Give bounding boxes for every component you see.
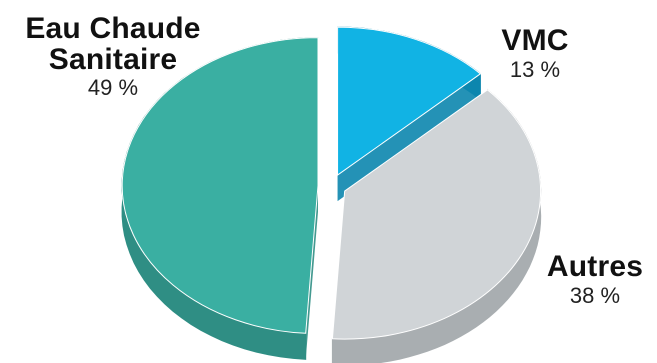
slice-name-line-2: Sanitaire (48, 42, 178, 76)
slice-vmc (337, 26, 482, 177)
slice-autres (331, 89, 542, 340)
slice-name: Autres (546, 250, 644, 283)
slice-tops (121, 26, 542, 340)
slice-name-line-1: Eau Chaude (25, 12, 201, 45)
slice-percent: 13 % (509, 56, 561, 82)
label-vmc: VMC 13 % (480, 24, 590, 82)
label-autres: Autres 38 % (535, 250, 655, 308)
slice-eau-chaude-sanitaire (121, 37, 319, 334)
label-eau-chaude-sanitaire: Eau Chaude Sanitaire 49 % (8, 12, 218, 101)
slice-percent: 49 % (87, 75, 139, 101)
slice-wall-0-1 (305, 185, 319, 360)
slice-name: VMC (501, 24, 569, 57)
slice-percent: 38 % (569, 282, 621, 308)
slice-wall-1-0 (337, 73, 481, 202)
